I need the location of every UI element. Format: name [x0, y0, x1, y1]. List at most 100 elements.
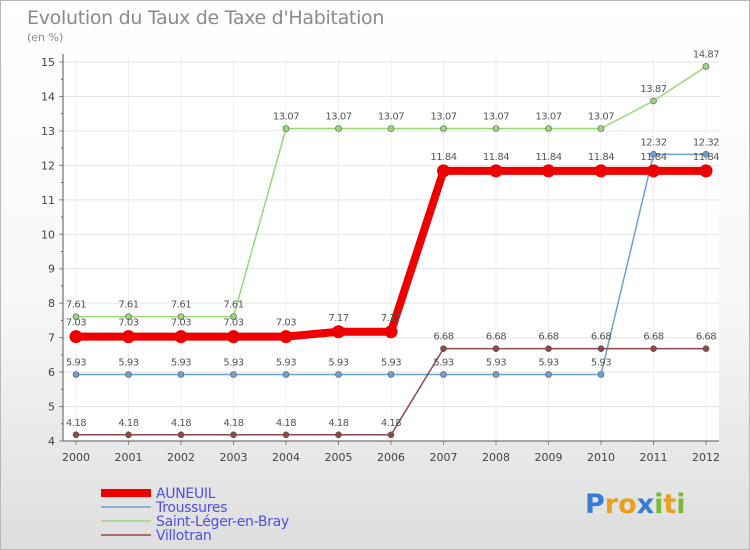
x-tick-label: 2010: [587, 451, 615, 464]
data-point-saint-leger-en-bray: [125, 313, 132, 320]
data-label-villotran: 6.68: [643, 332, 663, 343]
data-label-auneuil: 11.84: [430, 152, 456, 163]
data-label-troussures: 5.93: [223, 358, 243, 369]
data-label-troussures: 5.93: [486, 358, 506, 369]
data-point-saint-leger-en-bray: [72, 313, 80, 320]
y-tick-label: 12: [41, 159, 55, 172]
x-tick-label: 2005: [325, 451, 353, 464]
data-label-villotran: 4.18: [328, 418, 348, 429]
data-point-saint-leger-en-bray: [650, 97, 657, 105]
data-label-saint-leger-en-bray: 7.61: [171, 300, 191, 311]
data-label-villotran: 6.68: [591, 332, 611, 343]
legend-label-villotran: Villotran: [156, 528, 212, 544]
data-label-auneuil: 7.03: [171, 318, 191, 329]
data-point-villotran: [335, 431, 342, 439]
data-point-villotran: [440, 345, 447, 352]
data-label-auneuil: 11.84: [640, 152, 666, 163]
data-point-saint-leger-en-bray: [545, 125, 552, 132]
x-tick-label: 2007: [430, 451, 458, 464]
data-point-auneuil: [542, 164, 555, 178]
data-label-villotran: 4.18: [276, 418, 296, 429]
data-point-auneuil: [437, 164, 450, 178]
data-point-saint-leger-en-bray: [282, 125, 290, 132]
data-point-saint-leger-en-bray: [335, 125, 342, 132]
data-point-troussures: [650, 151, 657, 158]
data-point-troussures: [702, 151, 710, 158]
chart-title: Evolution du Taux de Taxe d'Habitation: [27, 7, 385, 29]
data-label-troussures: 5.93: [328, 358, 348, 369]
data-point-auneuil: [69, 330, 83, 344]
data-label-troussures: 5.93: [66, 358, 86, 369]
data-label-auneuil: 11.84: [588, 152, 614, 163]
data-point-troussures: [545, 371, 552, 378]
data-point-villotran: [492, 345, 500, 352]
data-label-troussures: 5.93: [276, 358, 296, 369]
data-point-troussures: [282, 371, 290, 378]
data-label-saint-leger-en-bray: 7.61: [223, 300, 243, 311]
x-tick-label: 2002: [167, 451, 195, 464]
x-tick-label: 2003: [220, 451, 248, 464]
y-tick-label: 6: [48, 366, 55, 379]
data-point-villotran: [125, 431, 132, 439]
data-label-auneuil: 7.03: [223, 318, 243, 329]
data-label-villotran: 6.68: [538, 332, 558, 343]
data-label-villotran: 6.68: [696, 332, 716, 343]
data-label-auneuil: 11.84: [483, 152, 509, 163]
data-label-auneuil: 7.03: [66, 318, 86, 329]
data-point-saint-leger-en-bray: [177, 313, 185, 320]
data-label-saint-leger-en-bray: 7.61: [66, 300, 86, 311]
data-point-villotran: [650, 345, 657, 352]
data-label-auneuil: 7.17: [381, 313, 401, 324]
data-point-auneuil: [489, 164, 503, 178]
data-point-troussures: [492, 371, 500, 378]
data-point-saint-leger-en-bray: [597, 125, 605, 132]
y-tick-label: 10: [41, 228, 55, 241]
data-point-auneuil: [594, 164, 608, 178]
data-point-troussures: [335, 371, 342, 378]
x-tick-label: 2001: [115, 451, 143, 464]
data-label-auneuil: 7.03: [118, 318, 138, 329]
data-label-auneuil: 11.84: [535, 152, 561, 163]
data-label-saint-leger-en-bray: 14.87: [693, 49, 719, 60]
data-label-saint-leger-en-bray: 13.07: [588, 111, 614, 122]
data-point-villotran: [545, 345, 552, 352]
chart-units: (en %): [27, 31, 64, 44]
data-label-villotran: 4.18: [223, 418, 243, 429]
data-point-auneuil: [279, 330, 293, 344]
data-point-troussures: [597, 371, 605, 378]
y-tick-label: 11: [41, 194, 55, 207]
data-point-saint-leger-en-bray: [492, 125, 500, 132]
data-label-auneuil: 11.84: [693, 152, 719, 163]
data-point-troussures: [387, 371, 395, 378]
data-label-villotran: 4.18: [118, 418, 138, 429]
legend: AUNEUILTroussuresSaint-Léger-en-BrayVill…: [101, 486, 289, 544]
data-point-saint-leger-en-bray: [387, 125, 395, 132]
data-point-troussures: [72, 371, 80, 378]
data-point-saint-leger-en-bray: [230, 313, 237, 320]
data-label-villotran: 4.18: [66, 418, 86, 429]
x-tick-label: 2012: [692, 451, 720, 464]
data-label-auneuil: 7.17: [328, 313, 348, 324]
data-point-auneuil: [384, 325, 398, 339]
data-point-villotran: [177, 431, 185, 439]
y-tick-label: 4: [48, 435, 55, 448]
logo-letter: i: [676, 489, 686, 520]
data-label-troussures: 12.32: [640, 137, 666, 148]
data-label-saint-leger-en-bray: 13.87: [640, 84, 666, 95]
logo-letter: r: [604, 489, 619, 520]
axes-layer: 4 5 6 7 8 9 10 11 12 13 14 15 2000 2001 2002 2003 2004 20…: [41, 54, 720, 464]
data-point-auneuil: [227, 330, 240, 344]
data-point-villotran: [387, 431, 395, 439]
data-label-troussures: 5.93: [538, 358, 558, 369]
data-point-villotran: [72, 431, 80, 439]
data-labels-layer: 7.03 7.03 7.03 7.03 7.03 7.17 7.17 11.84 11.84 11…: [66, 49, 720, 429]
data-label-villotran: 4.18: [171, 418, 191, 429]
data-label-saint-leger-en-bray: 13.07: [483, 111, 509, 122]
y-tick-label: 13: [41, 125, 55, 138]
y-tick-label: 15: [41, 56, 55, 69]
data-point-villotran: [702, 345, 710, 352]
data-label-villotran: 4.18: [381, 418, 401, 429]
data-label-saint-leger-en-bray: 13.07: [325, 111, 351, 122]
data-label-saint-leger-en-bray: 13.07: [378, 111, 404, 122]
